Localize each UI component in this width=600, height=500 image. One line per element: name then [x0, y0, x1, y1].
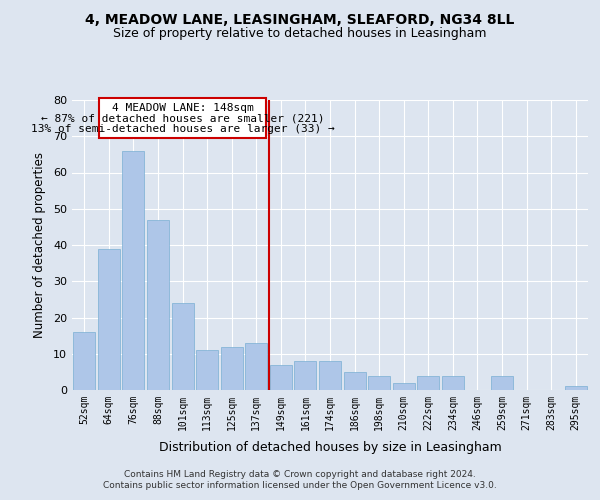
Bar — [344, 372, 365, 390]
Bar — [319, 361, 341, 390]
Y-axis label: Number of detached properties: Number of detached properties — [33, 152, 46, 338]
Text: 13% of semi-detached houses are larger (33) →: 13% of semi-detached houses are larger (… — [31, 124, 334, 134]
Text: 4 MEADOW LANE: 148sqm: 4 MEADOW LANE: 148sqm — [112, 102, 253, 113]
Text: ← 87% of detached houses are smaller (221): ← 87% of detached houses are smaller (22… — [41, 114, 325, 124]
Text: Size of property relative to detached houses in Leasingham: Size of property relative to detached ho… — [113, 28, 487, 40]
Bar — [368, 376, 390, 390]
Bar — [172, 303, 194, 390]
Bar — [417, 376, 439, 390]
Bar — [73, 332, 95, 390]
X-axis label: Distribution of detached houses by size in Leasingham: Distribution of detached houses by size … — [158, 441, 502, 454]
Bar — [270, 364, 292, 390]
Text: Contains HM Land Registry data © Crown copyright and database right 2024.: Contains HM Land Registry data © Crown c… — [124, 470, 476, 479]
FancyBboxPatch shape — [99, 98, 266, 138]
Text: 4, MEADOW LANE, LEASINGHAM, SLEAFORD, NG34 8LL: 4, MEADOW LANE, LEASINGHAM, SLEAFORD, NG… — [85, 12, 515, 26]
Bar — [491, 376, 513, 390]
Bar — [565, 386, 587, 390]
Bar — [245, 343, 268, 390]
Bar — [98, 248, 120, 390]
Bar — [392, 383, 415, 390]
Bar — [147, 220, 169, 390]
Bar — [122, 151, 145, 390]
Bar — [295, 361, 316, 390]
Text: Contains public sector information licensed under the Open Government Licence v3: Contains public sector information licen… — [103, 481, 497, 490]
Bar — [196, 350, 218, 390]
Bar — [221, 346, 243, 390]
Bar — [442, 376, 464, 390]
